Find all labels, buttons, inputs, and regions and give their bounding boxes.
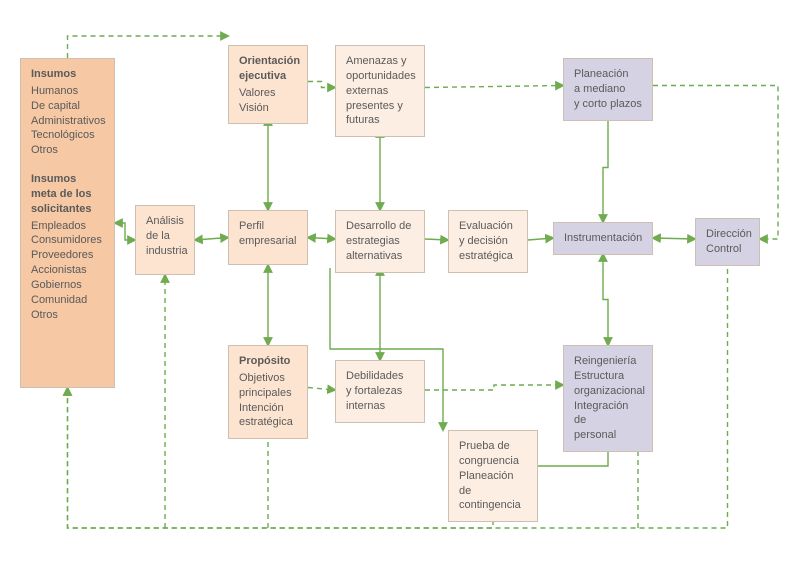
node-line: Instrumentación: [564, 231, 642, 246]
node-line: y fortalezas: [346, 384, 414, 399]
node-line: Visión: [239, 101, 297, 116]
node-line: Perfil: [239, 219, 297, 234]
edge: [603, 113, 608, 222]
node-line: presentes y: [346, 99, 414, 114]
node-line: estratégica: [239, 415, 297, 430]
node-line: congruencia: [459, 454, 527, 469]
node-line: Prueba de: [459, 439, 527, 454]
node-line: alternativas: [346, 249, 414, 264]
node-insumos: Insumos HumanosDe capitalAdministrativosT…: [20, 58, 115, 388]
node-line: oportunidades: [346, 69, 414, 84]
node-line: Análisis: [146, 214, 184, 229]
edge: [308, 388, 335, 391]
node-line: estratégica: [459, 249, 517, 264]
node-line: y decisión: [459, 234, 517, 249]
node-line: De capital: [31, 99, 104, 114]
node-title: Propósito: [239, 354, 297, 369]
node-evaluacion: Evaluacióny decisiónestratégica: [448, 210, 528, 273]
edge: [425, 385, 563, 390]
node-line: Administrativos: [31, 114, 104, 129]
edge: [425, 86, 563, 88]
node-analisis: Análisisde laindustria: [135, 205, 195, 275]
node-line: Reingeniería: [574, 354, 642, 369]
edge: [653, 86, 778, 240]
node-line: internas: [346, 399, 414, 414]
node-line: Otros: [31, 308, 104, 323]
node-title: Orientación ejecutiva: [239, 54, 297, 84]
node-debilidades: Debilidadesy fortalezasinternas: [335, 360, 425, 423]
node-line: Consumidores: [31, 233, 104, 248]
node-line: personal: [574, 428, 642, 443]
node-line: organizacional: [574, 384, 642, 399]
node-line: Estructura: [574, 369, 642, 384]
node-line: Comunidad: [31, 293, 104, 308]
node-line: Valores: [239, 86, 297, 101]
edge: [68, 36, 229, 58]
edge: [308, 238, 335, 240]
node-line: futuras: [346, 113, 414, 128]
node-line: industria: [146, 244, 184, 259]
node-orientacion: Orientación ejecutiva ValoresVisión: [228, 45, 308, 124]
node-line: Integración de: [574, 399, 642, 429]
edge: [425, 239, 448, 240]
node-line: estrategias: [346, 234, 414, 249]
node-line: Accionistas: [31, 263, 104, 278]
node-line: Dirección: [706, 227, 749, 242]
node-proposito: Propósito ObjetivosprincipalesIntenciónes…: [228, 345, 308, 439]
node-perfil: Perfilempresarial: [228, 210, 308, 265]
node-line: Tecnológicos: [31, 128, 104, 143]
edge: [528, 238, 553, 240]
node-prueba: Prueba decongruenciaPlaneación deconting…: [448, 430, 538, 522]
node-line: Gobiernos: [31, 278, 104, 293]
node-line: Planeación de: [459, 469, 527, 499]
node-line: Control: [706, 242, 749, 257]
node-title: Insumos: [31, 67, 104, 82]
node-line: principales: [239, 386, 297, 401]
node-line: Intención: [239, 401, 297, 416]
node-line: y corto plazos: [574, 97, 642, 112]
node-line: a mediano: [574, 82, 642, 97]
node-line: Desarrollo de: [346, 219, 414, 234]
node-amenazas: Amenazas yoportunidadesexternaspresentes…: [335, 45, 425, 137]
node-line: Debilidades: [346, 369, 414, 384]
node-line: empresarial: [239, 234, 297, 249]
node-line: Evaluación: [459, 219, 517, 234]
node-desarrollo: Desarrollo deestrategiasalternativas: [335, 210, 425, 273]
node-line: de la: [146, 229, 184, 244]
edge: [115, 223, 135, 240]
node-title: Insumos meta de los solici­tantes: [31, 172, 104, 217]
node-reingenieria: ReingenieríaEstructuraorganizacionalInte…: [563, 345, 653, 452]
edge: [603, 254, 608, 345]
node-line: contingencia: [459, 498, 527, 513]
edge: [195, 238, 228, 241]
edge: [308, 82, 335, 88]
node-planeacion: Planeacióna medianoy corto plazos: [563, 58, 653, 121]
node-line: Otros: [31, 143, 104, 158]
node-line: Planeación: [574, 67, 642, 82]
node-line: externas: [346, 84, 414, 99]
edge: [653, 238, 695, 239]
node-line: Objetivos: [239, 371, 297, 386]
node-line: Empleados: [31, 219, 104, 234]
node-instrumentacion: Instrumentación: [553, 222, 653, 255]
node-line: Proveedores: [31, 248, 104, 263]
node-line: Amenazas y: [346, 54, 414, 69]
node-direccion: DirecciónControl: [695, 218, 760, 266]
node-line: Humanos: [31, 84, 104, 99]
